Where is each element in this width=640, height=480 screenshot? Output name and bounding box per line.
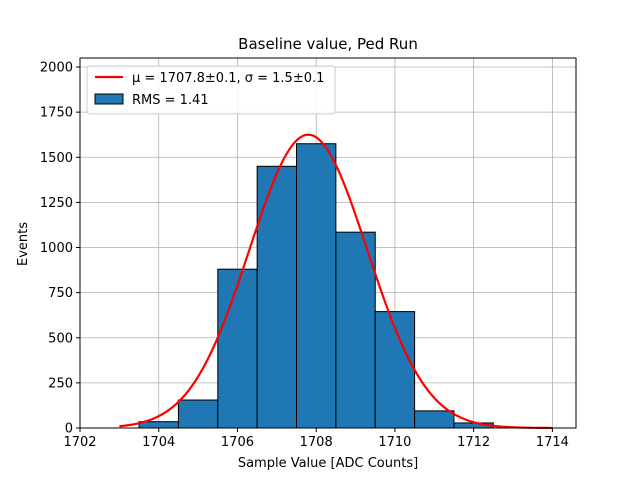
x-tick-label: 1708 [300,435,333,450]
legend-hist-label: RMS = 1.41 [132,93,209,108]
legend: μ = 1707.8±0.1, σ = 1.5±0.1 RMS = 1.41 [86,65,336,115]
x-tick-label: 1702 [63,435,96,450]
legend-box [86,65,336,115]
x-tick-label: 1712 [457,435,490,450]
histogram-bar [335,231,376,429]
y-axis-ticks: 0 250 500 750 1000 1250 1500 1750 2000 [40,61,80,437]
y-tick-label: 2000 [40,61,73,76]
y-tick-label: 500 [48,331,73,346]
histogram-bar [296,143,337,429]
histogram-bar [256,165,298,429]
y-tick-label: 1250 [40,196,73,211]
x-tick-label: 1710 [378,435,411,450]
histogram-bar [414,410,455,429]
histogram-bar [177,399,219,429]
x-tick-label: 1714 [536,435,569,450]
x-tick-label: 1706 [221,435,254,450]
y-axis-label: Events [16,222,31,266]
plot-frame [79,57,577,429]
chart-title: Baseline value, Ped Run [238,35,418,53]
legend-hist-swatch [94,93,124,105]
y-tick-label: 1500 [40,151,73,166]
histogram-bar [217,268,258,429]
y-tick-label: 0 [65,422,73,437]
y-tick-label: 1750 [40,106,73,121]
y-tick-label: 1000 [40,241,73,256]
gaussian-fit-curve [119,133,553,430]
x-axis-label: Sample Value [ADC Counts] [238,456,418,471]
y-tick-label: 750 [48,286,73,301]
legend-fit-label: μ = 1707.8±0.1, σ = 1.5±0.1 [132,71,324,86]
x-tick-label: 1704 [142,435,175,450]
x-axis-ticks: 1702 1704 1706 1708 1710 1712 1714 [63,428,569,450]
y-tick-label: 250 [48,376,73,391]
